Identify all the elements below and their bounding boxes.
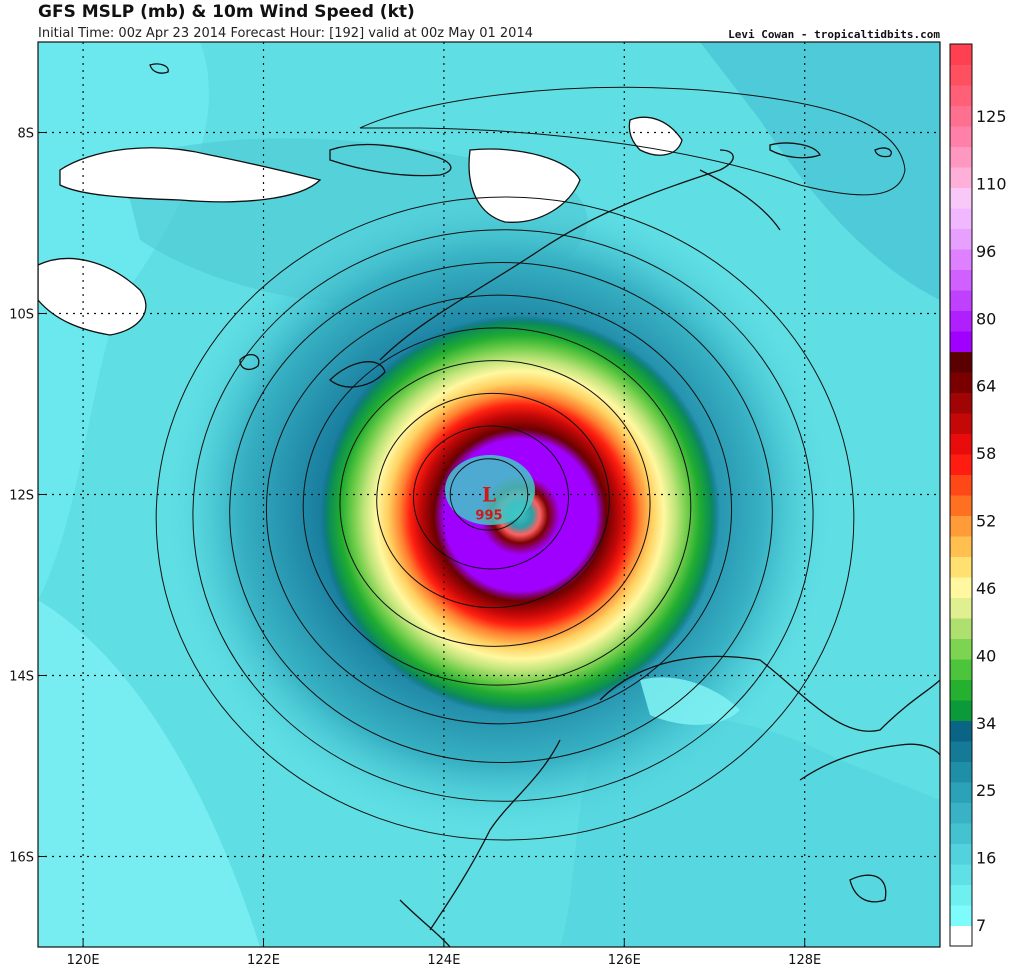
isobar-ring-8 — [155, 196, 855, 841]
isobar-ring-3 — [339, 360, 651, 647]
colorbar-swatch-8 — [950, 761, 972, 783]
colorbar-swatch-15 — [950, 618, 972, 639]
colorbar-swatch-22 — [950, 474, 972, 496]
wind-speed-colorbar — [949, 43, 973, 947]
land-timor-west — [468, 148, 581, 223]
lon-label-0: 120E — [67, 953, 100, 968]
colorbar-label-11: 16 — [976, 849, 996, 868]
colorbar-swatch-27 — [950, 372, 972, 393]
colorbar-swatch-10 — [950, 720, 972, 742]
colorbar-swatch-7 — [950, 782, 972, 803]
low-pressure-symbol: L — [482, 483, 496, 507]
isobar-ring-0 — [449, 458, 529, 531]
colorbar-swatch-26 — [950, 392, 972, 414]
colorbar-swatch-18 — [950, 556, 972, 578]
colorbar-swatch-38 — [950, 146, 972, 168]
colorbar-swatch-23 — [950, 454, 972, 475]
lat-label-1: 10S — [9, 308, 34, 323]
isobar-ring-1 — [412, 425, 570, 570]
lon-label-3: 126E — [608, 953, 641, 968]
colorbar-swatch-6 — [950, 802, 972, 824]
colorbar-swatch-13 — [950, 659, 972, 680]
colorbar-label-9: 34 — [976, 714, 996, 733]
colorbar-swatch-36 — [950, 187, 972, 209]
colorbar-label-7: 46 — [976, 579, 996, 598]
colorbar-swatch-34 — [950, 228, 972, 250]
colorbar-swatch-21 — [950, 495, 972, 516]
colorbar-swatch-43 — [950, 44, 972, 65]
colorbar-swatch-32 — [950, 269, 972, 291]
lat-label-4: 16S — [9, 851, 34, 866]
colorbar-label-2: 96 — [976, 242, 996, 261]
colorbar-frame — [949, 43, 973, 947]
colorbar-swatch-40 — [950, 105, 972, 127]
colorbar-tick-labels: 125 110 96 80 64 58 52 46 40 34 25 16 7 — [976, 107, 1007, 935]
colorbar-label-12: 7 — [976, 916, 986, 935]
map-title: GFS MSLP (mb) & 10m Wind Speed (kt) — [38, 2, 415, 22]
isobar-ring-5 — [265, 294, 733, 725]
longitude-tick-labels: 120E 122E 124E 126E 128E — [67, 939, 821, 968]
colorbar-swatch-20 — [950, 515, 972, 537]
lat-label-3: 14S — [9, 670, 34, 685]
colorbar-swatch-0 — [950, 925, 972, 947]
colorbar-swatch-12 — [950, 679, 972, 701]
colorbar-label-3: 80 — [976, 309, 996, 328]
isobar-north — [359, 86, 906, 196]
colorbar-swatch-30 — [950, 310, 972, 332]
lon-label-2: 124E — [427, 953, 460, 968]
colorbar-swatch-9 — [950, 741, 972, 762]
map-subtitle: Initial Time: 00z Apr 23 2014 Forecast H… — [38, 26, 533, 41]
land-sumba — [38, 257, 147, 336]
colorbar-swatch-39 — [950, 126, 972, 147]
colorbar-swatch-16 — [950, 597, 972, 619]
colorbar-swatch-31 — [950, 290, 972, 311]
colorbar-label-0: 125 — [976, 107, 1007, 126]
colorbar-swatch-25 — [950, 413, 972, 434]
colorbar-swatch-19 — [950, 536, 972, 557]
colorbar-label-10: 25 — [976, 781, 996, 800]
map-plot-area: L 995 — [38, 42, 940, 947]
lon-label-4: 128E — [788, 953, 821, 968]
land-wetar — [628, 116, 683, 156]
colorbar-swatch-41 — [950, 85, 972, 106]
colorbar-label-8: 40 — [976, 646, 996, 665]
colorbar-swatch-33 — [950, 249, 972, 270]
lat-label-0: 8S — [17, 127, 34, 142]
colorbar-swatch-35 — [950, 208, 972, 229]
colorbar-swatch-28 — [950, 351, 972, 373]
lat-label-2: 12S — [9, 489, 34, 504]
colorbar-label-6: 52 — [976, 512, 996, 531]
colorbar-swatch-5 — [950, 823, 972, 844]
colorbar-swatch-24 — [950, 433, 972, 455]
colorbar-swatch-11 — [950, 700, 972, 721]
isobars — [155, 196, 855, 841]
lon-label-1: 122E — [247, 953, 280, 968]
coastlines — [149, 63, 940, 947]
isobar-ring-2 — [376, 392, 610, 609]
colorbar-label-4: 64 — [976, 377, 996, 396]
colorbar-swatch-2 — [950, 884, 972, 906]
colorbar-swatch-3 — [950, 864, 972, 885]
colorbar-label-1: 110 — [976, 174, 1007, 193]
isobar-ring-4 — [302, 327, 692, 686]
colorbar-swatch-42 — [950, 64, 972, 86]
land-flores — [59, 147, 322, 203]
latitude-tick-labels: 8S 10S 12S 14S 16S — [9, 127, 46, 866]
isobar-ring-7 — [192, 229, 814, 802]
isobar-ring-6 — [229, 261, 773, 764]
colorbar-swatch-37 — [950, 167, 972, 188]
colorbar-swatch-29 — [950, 331, 972, 352]
credit-text: Levi Cowan - tropicaltidbits.com — [728, 28, 940, 41]
colorbar-swatch-17 — [950, 577, 972, 598]
low-pressure-value: 995 — [475, 509, 502, 524]
colorbar-label-5: 58 — [976, 444, 996, 463]
colorbar-swatch-14 — [950, 638, 972, 660]
colorbar-swatch-4 — [950, 843, 972, 865]
colorbar-swatch-1 — [950, 905, 972, 926]
